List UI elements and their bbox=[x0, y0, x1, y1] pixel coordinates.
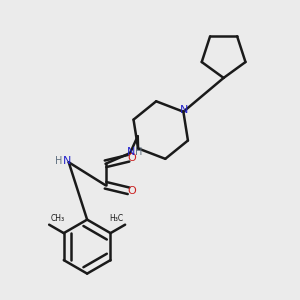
Text: O: O bbox=[128, 186, 136, 196]
Text: O: O bbox=[128, 153, 136, 163]
Text: CH₃: CH₃ bbox=[51, 214, 65, 223]
Text: N: N bbox=[180, 105, 188, 115]
Text: N: N bbox=[63, 156, 71, 166]
Text: H: H bbox=[55, 156, 63, 166]
Text: H₃C: H₃C bbox=[110, 214, 124, 223]
Text: H: H bbox=[135, 148, 142, 158]
Text: N: N bbox=[127, 148, 135, 158]
